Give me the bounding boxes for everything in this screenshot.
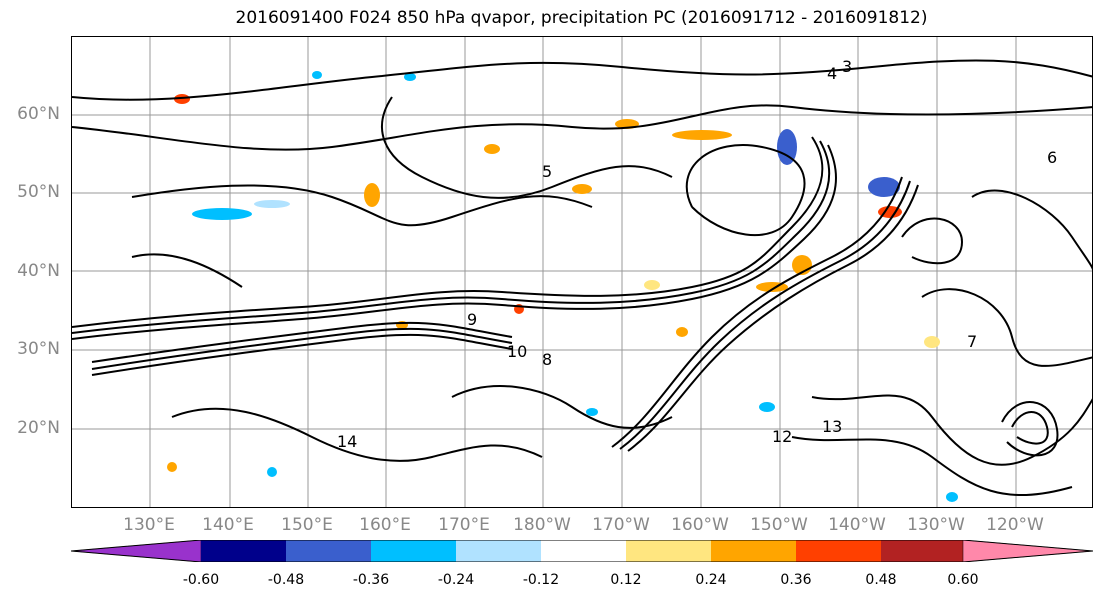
contour-label: 8: [542, 350, 552, 369]
colorbar-tick: 0.24: [695, 572, 727, 588]
contour-label: 10: [507, 342, 527, 361]
colorbar-segment: [201, 540, 286, 562]
colorbar-segment: [286, 540, 371, 562]
lon-label: 180°W: [513, 515, 571, 535]
colorbar-tick: 0.60: [947, 572, 979, 588]
colorbar-segment: [796, 540, 881, 562]
lat-label-40n: 40°N: [17, 261, 60, 281]
colorbar-tick: 0.48: [865, 572, 897, 588]
colorbar-segment: [881, 540, 963, 562]
lon-label: 170°E: [438, 515, 490, 535]
precip-patches: [167, 71, 958, 502]
map-canvas: 3 4 5 6 7 8 9 10 12 13 14: [72, 37, 1092, 507]
lat-label-60n: 60°N: [17, 104, 60, 124]
contour-label: 6: [1047, 148, 1057, 167]
lon-label: 170°W: [592, 515, 650, 535]
colorbar-segment: [541, 540, 626, 562]
colorbar-tick: 0.12: [610, 572, 642, 588]
contour-label-group: 3 4 5 6 7 8 9 10 12 13 14: [337, 57, 1057, 451]
contour-label: 13: [822, 417, 842, 436]
contour-label: 5: [542, 162, 552, 181]
lon-label: 140°W: [828, 515, 886, 535]
colorbar-tick: -0.36: [352, 572, 390, 588]
contour-label: 9: [467, 310, 477, 329]
contour-label: 7: [967, 332, 977, 351]
colorbar-segment: [626, 540, 711, 562]
graticule: [72, 37, 1092, 507]
colorbar-segment: [962, 540, 1093, 562]
lat-label-50n: 50°N: [17, 182, 60, 202]
lat-label-30n: 30°N: [17, 339, 60, 359]
contour-label: 3: [842, 57, 852, 76]
lon-label: 130°E: [123, 515, 175, 535]
colorbar-tick: -0.12: [522, 572, 560, 588]
qvapor-contours: [72, 59, 1092, 496]
colorbar-tick: -0.24: [437, 572, 475, 588]
lon-label: 160°W: [671, 515, 729, 535]
contour-label: 12: [772, 427, 792, 446]
contour-label: 4: [827, 64, 837, 83]
colorbar-segment: [456, 540, 541, 562]
colorbar-segment: [711, 540, 796, 562]
colorbar-segment: [71, 540, 202, 562]
colorbar-tick: -0.60: [182, 572, 220, 588]
map-title: 2016091400 F024 850 hPa qvapor, precipit…: [235, 8, 928, 28]
colorbar-segment: [371, 540, 456, 562]
lon-label: 150°W: [750, 515, 808, 535]
lon-label: 120°W: [986, 515, 1044, 535]
lon-label: 140°E: [202, 515, 254, 535]
lon-label: 130°W: [907, 515, 965, 535]
lat-label-20n: 20°N: [17, 418, 60, 438]
colorbar-tick: 0.36: [780, 572, 812, 588]
colorbar-tick: -0.48: [267, 572, 305, 588]
lon-label: 160°E: [359, 515, 411, 535]
colorbar: [71, 540, 1093, 562]
contour-label: 14: [337, 432, 357, 451]
lon-label: 150°E: [281, 515, 333, 535]
map-panel: 3 4 5 6 7 8 9 10 12 13 14: [71, 36, 1093, 508]
